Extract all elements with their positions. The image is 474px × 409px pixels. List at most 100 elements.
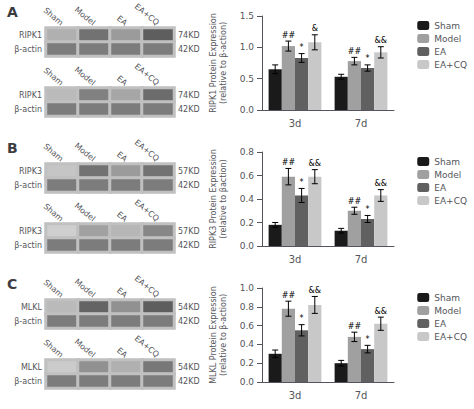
svg-text:Model: Model xyxy=(73,5,97,27)
svg-text:Sham: Sham xyxy=(42,202,65,224)
svg-text:(relative to βaction): (relative to βaction) xyxy=(219,159,228,238)
svg-text:*: * xyxy=(366,205,370,214)
svg-text:EA: EA xyxy=(115,346,129,360)
svg-text:##: ## xyxy=(348,322,362,331)
svg-text:0.4: 0.4 xyxy=(240,339,255,349)
svg-text:0.6: 0.6 xyxy=(240,171,255,181)
svg-text:A: A xyxy=(7,4,18,20)
svg-text:RIPK3 Protein Expression: RIPK3 Protein Expression xyxy=(209,149,218,249)
svg-text:Model: Model xyxy=(73,141,97,163)
svg-text:EA: EA xyxy=(434,47,447,57)
svg-text:7d: 7d xyxy=(355,254,368,265)
svg-text:57KD: 57KD xyxy=(178,167,200,176)
svg-text:EA: EA xyxy=(115,150,129,164)
svg-text:EA+CQ: EA+CQ xyxy=(133,62,161,88)
svg-text:42KD: 42KD xyxy=(178,241,200,250)
svg-text:&&: && xyxy=(375,307,387,316)
svg-text:β-actin: β-actin xyxy=(14,241,42,250)
svg-text:54KD: 54KD xyxy=(178,303,200,312)
svg-text:Sham: Sham xyxy=(42,338,65,360)
svg-text:B: B xyxy=(7,140,18,156)
svg-text:EA: EA xyxy=(115,210,129,224)
svg-text:β-actin: β-actin xyxy=(14,181,42,190)
svg-text:*: * xyxy=(300,43,304,52)
svg-text:*: * xyxy=(366,335,370,344)
svg-text:&&: && xyxy=(375,179,387,188)
svg-text:##: ## xyxy=(348,47,362,56)
svg-text:&: & xyxy=(312,24,318,33)
svg-text:*: * xyxy=(300,314,304,323)
svg-text:0.8: 0.8 xyxy=(240,147,255,157)
svg-text:74KD: 74KD xyxy=(178,31,200,40)
svg-text:EA+CQ: EA+CQ xyxy=(133,334,161,360)
svg-text:Model: Model xyxy=(73,337,97,359)
svg-text:*: * xyxy=(366,54,370,63)
svg-text:&&: && xyxy=(309,286,321,295)
svg-text:EA+CQ: EA+CQ xyxy=(133,274,161,300)
svg-text:RIPK3: RIPK3 xyxy=(19,227,42,236)
svg-text:EA+CQ: EA+CQ xyxy=(434,196,467,206)
svg-text:0.0: 0.0 xyxy=(240,105,255,115)
svg-text:0.5: 0.5 xyxy=(240,74,254,84)
svg-text:42KD: 42KD xyxy=(178,105,200,114)
svg-text:42KD: 42KD xyxy=(178,45,200,54)
svg-text:7d: 7d xyxy=(355,390,368,401)
svg-text:##: ## xyxy=(282,291,296,300)
svg-text:C: C xyxy=(7,276,17,292)
svg-text:Sham: Sham xyxy=(42,6,65,28)
svg-text:EA: EA xyxy=(115,74,129,88)
svg-text:3d: 3d xyxy=(289,118,302,129)
svg-text:Sham: Sham xyxy=(434,21,460,31)
svg-text:EA+CQ: EA+CQ xyxy=(434,60,467,70)
svg-text:Model: Model xyxy=(73,201,97,223)
svg-text:7d: 7d xyxy=(355,118,368,129)
svg-text:Sham: Sham xyxy=(434,157,460,167)
svg-text:##: ## xyxy=(282,158,296,167)
svg-text:β-actin: β-actin xyxy=(14,105,42,114)
svg-text:1.0: 1.0 xyxy=(240,42,255,52)
svg-text:(relative to β-action): (relative to β-action) xyxy=(219,22,228,104)
svg-text:0.8: 0.8 xyxy=(240,302,255,312)
svg-text:42KD: 42KD xyxy=(178,317,200,326)
svg-text:3d: 3d xyxy=(289,390,302,401)
svg-text:EA+CQ: EA+CQ xyxy=(133,2,161,28)
svg-text:Sham: Sham xyxy=(42,66,65,88)
svg-text:0.6: 0.6 xyxy=(240,321,255,331)
svg-text:*: * xyxy=(300,178,304,187)
svg-text:β-actin: β-actin xyxy=(14,377,42,386)
svg-text:Model: Model xyxy=(434,34,461,44)
svg-text:0.0: 0.0 xyxy=(240,241,255,251)
svg-text:42KD: 42KD xyxy=(178,181,200,190)
svg-text:3d: 3d xyxy=(289,254,302,265)
svg-text:Sham: Sham xyxy=(42,142,65,164)
svg-text:β-actin: β-actin xyxy=(14,45,42,54)
svg-text:β-actin: β-actin xyxy=(14,317,42,326)
svg-text:EA: EA xyxy=(434,183,447,193)
svg-text:&&: && xyxy=(309,159,321,168)
svg-text:74KD: 74KD xyxy=(178,91,200,100)
svg-text:&&: && xyxy=(375,36,387,45)
svg-text:57KD: 57KD xyxy=(178,227,200,236)
svg-text:EA: EA xyxy=(115,14,129,28)
svg-text:Model: Model xyxy=(434,170,461,180)
svg-text:EA+CQ: EA+CQ xyxy=(133,138,161,164)
svg-text:(relative to β-action): (relative to β-action) xyxy=(219,294,228,376)
svg-text:RIPK1: RIPK1 xyxy=(19,31,42,40)
svg-text:0.2: 0.2 xyxy=(240,358,254,368)
svg-text:1.5: 1.5 xyxy=(240,11,254,21)
svg-text:##: ## xyxy=(282,31,296,40)
svg-text:Sham: Sham xyxy=(434,293,460,303)
svg-text:EA: EA xyxy=(115,286,129,300)
svg-text:##: ## xyxy=(348,197,362,206)
svg-text:RIPK1: RIPK1 xyxy=(19,91,42,100)
svg-text:RIPK1 Protein Expression: RIPK1 Protein Expression xyxy=(209,13,218,113)
svg-text:RIPK3: RIPK3 xyxy=(19,167,42,176)
svg-text:0.2: 0.2 xyxy=(240,218,254,228)
svg-text:EA+CQ: EA+CQ xyxy=(133,198,161,224)
svg-text:42KD: 42KD xyxy=(178,377,200,386)
svg-text:EA+CQ: EA+CQ xyxy=(434,332,467,342)
svg-text:0.0: 0.0 xyxy=(240,377,255,387)
svg-text:Model: Model xyxy=(434,306,461,316)
svg-text:MLKL: MLKL xyxy=(21,303,43,312)
svg-text:MLKL Protein Expression: MLKL Protein Expression xyxy=(209,286,218,384)
